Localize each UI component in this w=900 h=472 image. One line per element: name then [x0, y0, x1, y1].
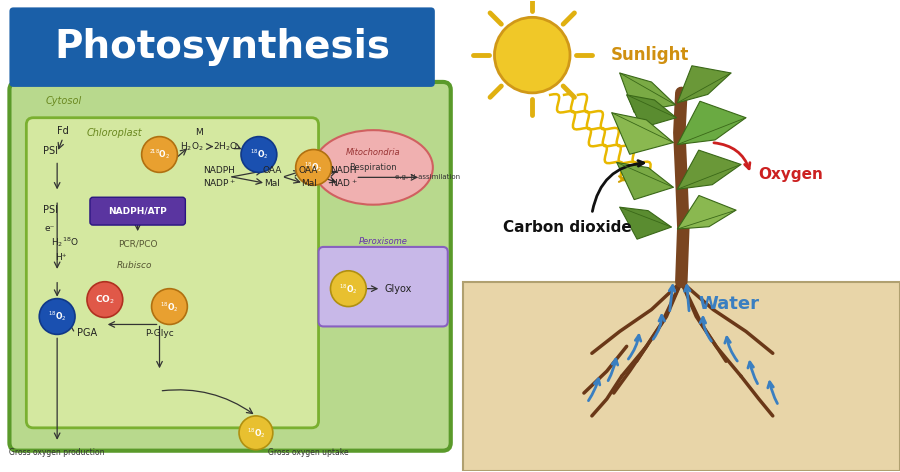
FancyBboxPatch shape	[26, 118, 319, 428]
Polygon shape	[678, 195, 736, 229]
Text: $^{18}$O$_2$: $^{18}$O$_2$	[339, 282, 357, 295]
Polygon shape	[620, 73, 675, 112]
Polygon shape	[678, 150, 741, 189]
Text: e⁻: e⁻	[45, 224, 56, 233]
Text: Gross oxygen production: Gross oxygen production	[9, 448, 105, 457]
Text: $^{18}$O$_2$: $^{18}$O$_2$	[160, 300, 179, 313]
Text: Photosynthesis: Photosynthesis	[54, 28, 390, 66]
Text: Water: Water	[698, 295, 760, 312]
FancyBboxPatch shape	[90, 197, 185, 225]
Text: P-Glyc: P-Glyc	[145, 329, 174, 338]
Text: H$_2$O$_2$: H$_2$O$_2$	[181, 140, 204, 153]
Text: OAA: OAA	[262, 166, 282, 175]
Text: Rubisco: Rubisco	[117, 261, 152, 270]
Ellipse shape	[313, 130, 433, 205]
Text: PSI: PSI	[42, 145, 58, 155]
Text: NADPH/ATP: NADPH/ATP	[108, 207, 167, 216]
Text: NADP$^+$: NADP$^+$	[202, 177, 236, 189]
Text: $^{18}$O$_2$: $^{18}$O$_2$	[249, 148, 268, 161]
Text: $^{18}$O$_2$: $^{18}$O$_2$	[304, 160, 323, 174]
FancyBboxPatch shape	[319, 247, 448, 327]
Bar	[463, 282, 900, 471]
Text: H$_2$$^{18}$O: H$_2$$^{18}$O	[51, 235, 79, 249]
Text: $^{18}$O$_2$: $^{18}$O$_2$	[247, 426, 266, 440]
Bar	[463, 1, 900, 471]
Circle shape	[141, 136, 177, 172]
Text: Sunlight: Sunlight	[610, 46, 688, 64]
Circle shape	[330, 271, 366, 307]
Circle shape	[239, 416, 273, 450]
Text: Carbon dioxide: Carbon dioxide	[503, 219, 632, 235]
Text: Mal: Mal	[301, 179, 317, 188]
Polygon shape	[620, 207, 671, 239]
Text: NAD$^+$: NAD$^+$	[329, 177, 357, 189]
Polygon shape	[678, 101, 746, 144]
Text: CO$_2$: CO$_2$	[95, 294, 114, 306]
Text: Respiration: Respiration	[349, 163, 397, 172]
Text: M: M	[195, 128, 203, 137]
Text: Fd: Fd	[58, 126, 69, 135]
Text: Mal: Mal	[264, 179, 280, 188]
Text: Gross oxygen uptake: Gross oxygen uptake	[268, 448, 349, 457]
Circle shape	[241, 136, 277, 172]
Circle shape	[296, 150, 331, 185]
Circle shape	[151, 289, 187, 324]
FancyBboxPatch shape	[9, 8, 435, 87]
Text: $^{18}$O$_2$: $^{18}$O$_2$	[48, 310, 67, 323]
FancyBboxPatch shape	[9, 82, 451, 451]
Text: e.g. N-assimilation: e.g. N-assimilation	[395, 174, 461, 180]
Text: Oxygen: Oxygen	[758, 167, 824, 182]
Polygon shape	[612, 113, 673, 154]
Text: $^{2\!18}$O$_2$: $^{2\!18}$O$_2$	[149, 148, 170, 161]
Text: PCR/PCO: PCR/PCO	[118, 239, 158, 248]
Circle shape	[87, 282, 122, 318]
Polygon shape	[678, 66, 731, 103]
Circle shape	[494, 17, 570, 93]
Text: NADPH: NADPH	[203, 166, 235, 175]
Text: OAA: OAA	[299, 166, 319, 175]
Text: NADH: NADH	[330, 166, 356, 175]
Text: Cytosol: Cytosol	[45, 96, 82, 106]
Text: H⁺: H⁺	[56, 253, 67, 262]
Text: Chloroplast: Chloroplast	[87, 127, 142, 138]
Text: PSI: PSI	[42, 205, 58, 215]
Polygon shape	[616, 162, 673, 200]
Text: 2H$_2$O: 2H$_2$O	[213, 140, 238, 153]
Text: Mitochondria: Mitochondria	[346, 148, 400, 157]
Text: Peroxisome: Peroxisome	[359, 237, 408, 246]
Text: PGA: PGA	[76, 329, 97, 338]
Polygon shape	[626, 95, 677, 128]
Text: Glyox: Glyox	[384, 284, 412, 294]
Circle shape	[40, 299, 75, 334]
